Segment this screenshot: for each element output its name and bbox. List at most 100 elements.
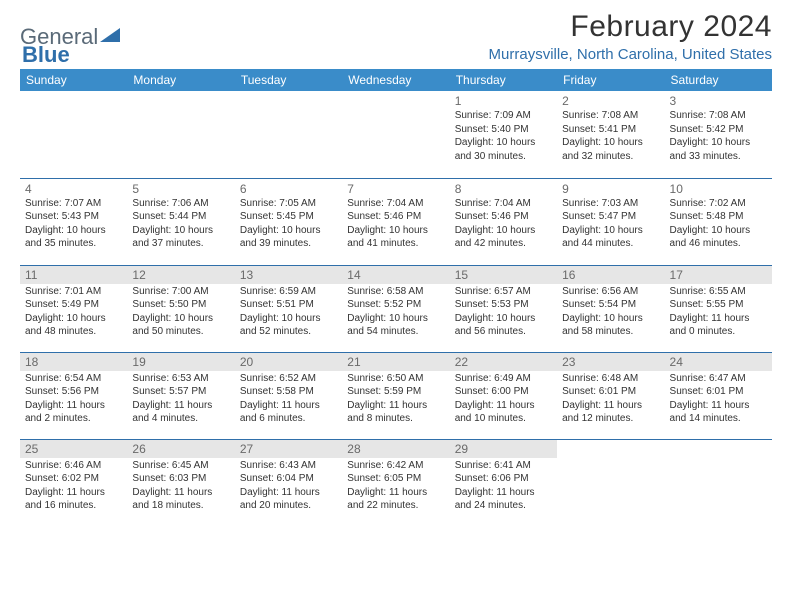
calendar-cell: 6Sunrise: 7:05 AMSunset: 5:45 PMDaylight…: [235, 178, 342, 265]
day-info: Sunrise: 6:41 AMSunset: 6:06 PMDaylight:…: [455, 459, 552, 513]
day-number: 28: [342, 440, 449, 458]
day-number: 1: [455, 94, 552, 108]
day-number: 6: [240, 182, 337, 196]
day-number: 7: [347, 182, 444, 196]
day-number: 24: [665, 353, 772, 371]
day-number: 26: [127, 440, 234, 458]
daylight-text: Daylight: 11 hours and 12 minutes.: [562, 399, 659, 426]
calendar-cell: 3Sunrise: 7:08 AMSunset: 5:42 PMDaylight…: [665, 91, 772, 178]
day-header: Saturday: [665, 69, 772, 91]
day-number: 18: [20, 353, 127, 371]
day-info: Sunrise: 7:08 AMSunset: 5:42 PMDaylight:…: [670, 109, 767, 163]
sunset-text: Sunset: 5:50 PM: [132, 298, 229, 312]
calendar-cell: 19Sunrise: 6:53 AMSunset: 5:57 PMDayligh…: [127, 352, 234, 439]
sunrise-text: Sunrise: 6:48 AM: [562, 372, 659, 386]
day-header: Sunday: [20, 69, 127, 91]
day-number: 2: [562, 94, 659, 108]
calendar-cell: [557, 439, 664, 526]
day-header-row: SundayMondayTuesdayWednesdayThursdayFrid…: [20, 69, 772, 91]
calendar-cell: 28Sunrise: 6:42 AMSunset: 6:05 PMDayligh…: [342, 439, 449, 526]
sunset-text: Sunset: 6:06 PM: [455, 472, 552, 486]
day-number: 12: [127, 266, 234, 284]
page-title: February 2024: [489, 10, 772, 44]
daylight-text: Daylight: 11 hours and 6 minutes.: [240, 399, 337, 426]
day-info: Sunrise: 6:59 AMSunset: 5:51 PMDaylight:…: [240, 285, 337, 339]
calendar-week-row: 25Sunrise: 6:46 AMSunset: 6:02 PMDayligh…: [20, 439, 772, 526]
sunset-text: Sunset: 5:48 PM: [670, 210, 767, 224]
day-header: Monday: [127, 69, 234, 91]
sunrise-text: Sunrise: 7:02 AM: [670, 197, 767, 211]
day-info: Sunrise: 6:53 AMSunset: 5:57 PMDaylight:…: [132, 372, 229, 426]
calendar-cell: 13Sunrise: 6:59 AMSunset: 5:51 PMDayligh…: [235, 265, 342, 352]
sunset-text: Sunset: 5:47 PM: [562, 210, 659, 224]
calendar-cell: 1Sunrise: 7:09 AMSunset: 5:40 PMDaylight…: [450, 91, 557, 178]
day-number: 29: [450, 440, 557, 458]
calendar-cell: 18Sunrise: 6:54 AMSunset: 5:56 PMDayligh…: [20, 352, 127, 439]
calendar-cell: 10Sunrise: 7:02 AMSunset: 5:48 PMDayligh…: [665, 178, 772, 265]
daylight-text: Daylight: 10 hours and 41 minutes.: [347, 224, 444, 251]
sunset-text: Sunset: 5:43 PM: [25, 210, 122, 224]
day-number: 27: [235, 440, 342, 458]
day-number: 23: [557, 353, 664, 371]
calendar-cell: 7Sunrise: 7:04 AMSunset: 5:46 PMDaylight…: [342, 178, 449, 265]
daylight-text: Daylight: 10 hours and 46 minutes.: [670, 224, 767, 251]
daylight-text: Daylight: 10 hours and 48 minutes.: [25, 312, 122, 339]
calendar-cell: 12Sunrise: 7:00 AMSunset: 5:50 PMDayligh…: [127, 265, 234, 352]
calendar-cell: [20, 91, 127, 178]
daylight-text: Daylight: 10 hours and 44 minutes.: [562, 224, 659, 251]
daylight-text: Daylight: 10 hours and 42 minutes.: [455, 224, 552, 251]
day-info: Sunrise: 6:56 AMSunset: 5:54 PMDaylight:…: [562, 285, 659, 339]
calendar-cell: [342, 91, 449, 178]
sunrise-text: Sunrise: 6:45 AM: [132, 459, 229, 473]
day-number: 4: [25, 182, 122, 196]
sunset-text: Sunset: 5:53 PM: [455, 298, 552, 312]
day-number: 14: [342, 266, 449, 284]
sunrise-text: Sunrise: 6:58 AM: [347, 285, 444, 299]
calendar-cell: 25Sunrise: 6:46 AMSunset: 6:02 PMDayligh…: [20, 439, 127, 526]
daylight-text: Daylight: 10 hours and 50 minutes.: [132, 312, 229, 339]
calendar-cell: 17Sunrise: 6:55 AMSunset: 5:55 PMDayligh…: [665, 265, 772, 352]
sunset-text: Sunset: 5:45 PM: [240, 210, 337, 224]
sunrise-text: Sunrise: 7:06 AM: [132, 197, 229, 211]
day-info: Sunrise: 6:42 AMSunset: 6:05 PMDaylight:…: [347, 459, 444, 513]
sunrise-text: Sunrise: 6:50 AM: [347, 372, 444, 386]
day-info: Sunrise: 6:55 AMSunset: 5:55 PMDaylight:…: [670, 285, 767, 339]
daylight-text: Daylight: 10 hours and 56 minutes.: [455, 312, 552, 339]
calendar-cell: 26Sunrise: 6:45 AMSunset: 6:03 PMDayligh…: [127, 439, 234, 526]
daylight-text: Daylight: 10 hours and 32 minutes.: [562, 136, 659, 163]
day-number: 20: [235, 353, 342, 371]
sunset-text: Sunset: 6:02 PM: [25, 472, 122, 486]
sunrise-text: Sunrise: 7:08 AM: [562, 109, 659, 123]
day-number: 22: [450, 353, 557, 371]
calendar-week-row: 1Sunrise: 7:09 AMSunset: 5:40 PMDaylight…: [20, 91, 772, 178]
calendar-cell: 11Sunrise: 7:01 AMSunset: 5:49 PMDayligh…: [20, 265, 127, 352]
calendar-table: SundayMondayTuesdayWednesdayThursdayFrid…: [20, 69, 772, 526]
day-info: Sunrise: 6:50 AMSunset: 5:59 PMDaylight:…: [347, 372, 444, 426]
day-info: Sunrise: 6:52 AMSunset: 5:58 PMDaylight:…: [240, 372, 337, 426]
sunset-text: Sunset: 5:56 PM: [25, 385, 122, 399]
calendar-cell: 16Sunrise: 6:56 AMSunset: 5:54 PMDayligh…: [557, 265, 664, 352]
sunset-text: Sunset: 5:54 PM: [562, 298, 659, 312]
calendar-cell: [235, 91, 342, 178]
sunrise-text: Sunrise: 7:03 AM: [562, 197, 659, 211]
day-info: Sunrise: 6:47 AMSunset: 6:01 PMDaylight:…: [670, 372, 767, 426]
day-header: Tuesday: [235, 69, 342, 91]
sunset-text: Sunset: 6:05 PM: [347, 472, 444, 486]
sunset-text: Sunset: 5:51 PM: [240, 298, 337, 312]
daylight-text: Daylight: 11 hours and 22 minutes.: [347, 486, 444, 513]
day-header: Friday: [557, 69, 664, 91]
sunset-text: Sunset: 5:59 PM: [347, 385, 444, 399]
calendar-cell: 23Sunrise: 6:48 AMSunset: 6:01 PMDayligh…: [557, 352, 664, 439]
daylight-text: Daylight: 11 hours and 0 minutes.: [670, 312, 767, 339]
calendar-cell: 29Sunrise: 6:41 AMSunset: 6:06 PMDayligh…: [450, 439, 557, 526]
calendar-cell: 5Sunrise: 7:06 AMSunset: 5:44 PMDaylight…: [127, 178, 234, 265]
sunset-text: Sunset: 5:57 PM: [132, 385, 229, 399]
sunset-text: Sunset: 5:44 PM: [132, 210, 229, 224]
day-number: 11: [20, 266, 127, 284]
sunrise-text: Sunrise: 7:04 AM: [347, 197, 444, 211]
sunrise-text: Sunrise: 6:52 AM: [240, 372, 337, 386]
day-info: Sunrise: 6:58 AMSunset: 5:52 PMDaylight:…: [347, 285, 444, 339]
sunrise-text: Sunrise: 6:47 AM: [670, 372, 767, 386]
day-number: 8: [455, 182, 552, 196]
day-info: Sunrise: 7:03 AMSunset: 5:47 PMDaylight:…: [562, 197, 659, 251]
